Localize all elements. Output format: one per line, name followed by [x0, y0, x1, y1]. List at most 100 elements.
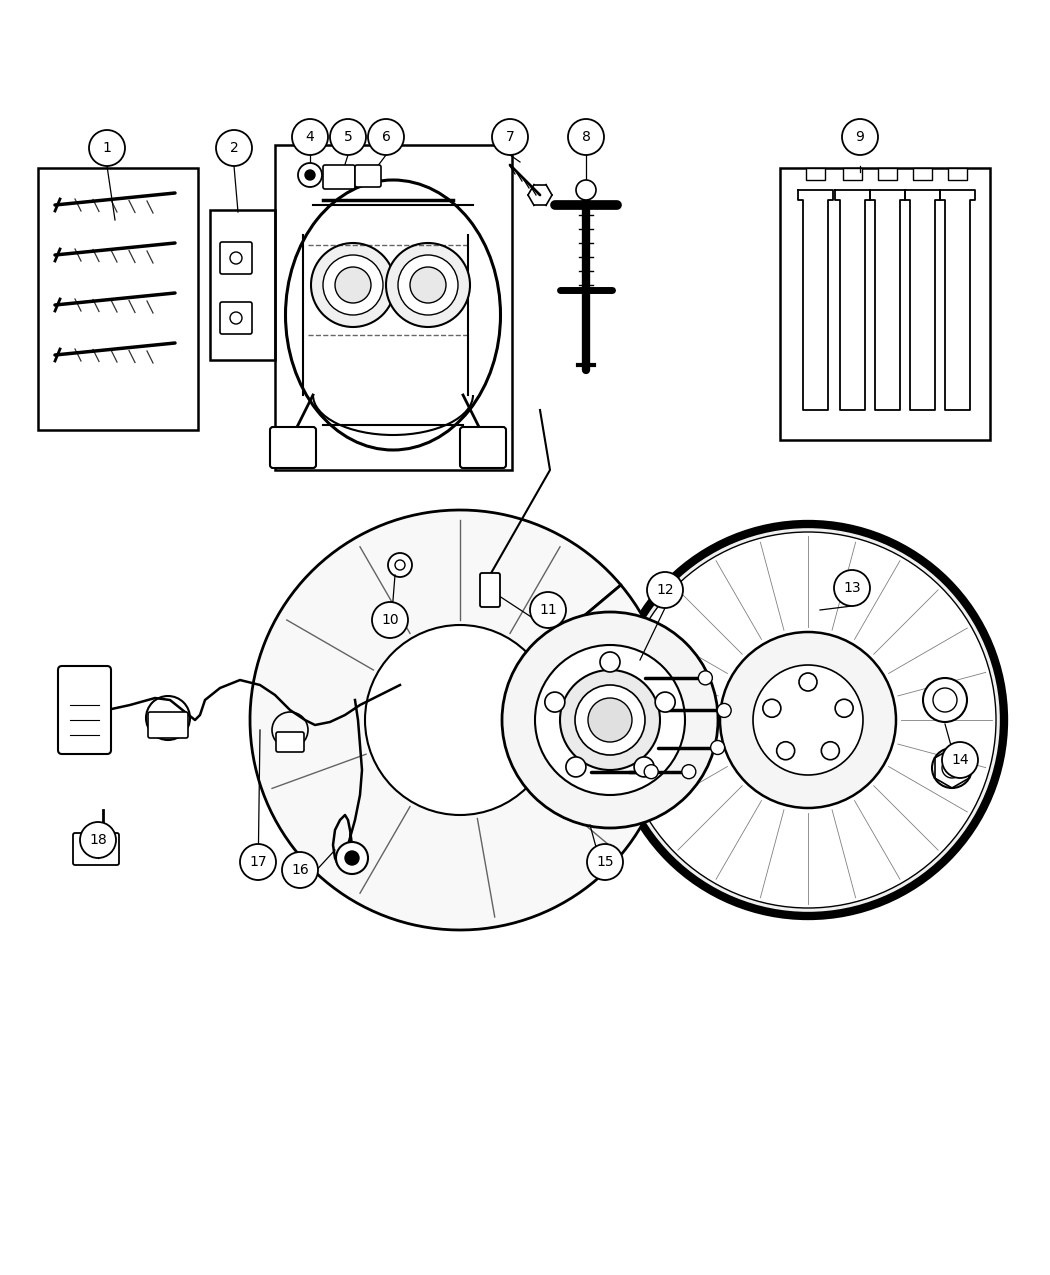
- Bar: [905, 190, 940, 411]
- Bar: [835, 190, 870, 411]
- Circle shape: [634, 757, 654, 776]
- Circle shape: [298, 163, 322, 187]
- FancyBboxPatch shape: [148, 711, 188, 738]
- Circle shape: [216, 130, 252, 166]
- Circle shape: [720, 632, 896, 808]
- Bar: [948, 168, 967, 180]
- Bar: [870, 190, 905, 411]
- Text: 1: 1: [103, 142, 111, 156]
- Circle shape: [587, 844, 623, 880]
- Circle shape: [335, 266, 371, 303]
- FancyBboxPatch shape: [480, 572, 500, 607]
- FancyBboxPatch shape: [220, 302, 252, 334]
- Circle shape: [763, 699, 781, 718]
- Text: 17: 17: [249, 856, 267, 870]
- Text: 2: 2: [230, 142, 238, 156]
- Bar: [38, 168, 198, 430]
- Text: 18: 18: [89, 833, 107, 847]
- Circle shape: [336, 842, 367, 873]
- Bar: [780, 168, 990, 440]
- Circle shape: [372, 602, 408, 638]
- Text: 5: 5: [343, 130, 353, 144]
- Text: 7: 7: [506, 130, 514, 144]
- FancyBboxPatch shape: [270, 427, 316, 468]
- FancyBboxPatch shape: [220, 242, 252, 274]
- Circle shape: [777, 742, 795, 760]
- Circle shape: [932, 748, 972, 788]
- FancyBboxPatch shape: [58, 666, 111, 754]
- FancyBboxPatch shape: [323, 164, 355, 189]
- Text: 10: 10: [381, 613, 399, 627]
- Circle shape: [588, 697, 632, 742]
- Circle shape: [230, 312, 242, 324]
- Circle shape: [330, 119, 366, 156]
- Bar: [914, 168, 932, 180]
- Circle shape: [530, 592, 566, 629]
- Circle shape: [502, 612, 718, 827]
- Circle shape: [834, 570, 870, 606]
- Circle shape: [560, 669, 660, 770]
- Ellipse shape: [286, 180, 501, 450]
- Text: 12: 12: [656, 583, 674, 597]
- Circle shape: [645, 765, 658, 779]
- Circle shape: [711, 741, 724, 755]
- FancyBboxPatch shape: [460, 427, 506, 468]
- Circle shape: [410, 266, 446, 303]
- Circle shape: [942, 742, 978, 778]
- Circle shape: [323, 255, 383, 315]
- Circle shape: [753, 666, 863, 775]
- Circle shape: [492, 119, 528, 156]
- Bar: [843, 168, 862, 180]
- FancyBboxPatch shape: [74, 833, 119, 864]
- Wedge shape: [250, 510, 669, 929]
- Circle shape: [545, 692, 565, 711]
- Circle shape: [230, 252, 242, 264]
- Bar: [878, 168, 897, 180]
- Circle shape: [368, 119, 404, 156]
- Text: 14: 14: [951, 754, 969, 768]
- Bar: [806, 168, 825, 180]
- Circle shape: [536, 645, 685, 796]
- Circle shape: [923, 678, 967, 722]
- Circle shape: [681, 765, 696, 779]
- Wedge shape: [460, 585, 670, 738]
- Circle shape: [80, 822, 116, 858]
- Circle shape: [282, 852, 318, 887]
- Text: 13: 13: [843, 581, 861, 595]
- Circle shape: [575, 685, 645, 755]
- Circle shape: [600, 652, 620, 672]
- Text: 11: 11: [539, 603, 556, 617]
- Circle shape: [620, 532, 996, 908]
- Circle shape: [566, 757, 586, 776]
- FancyBboxPatch shape: [276, 732, 304, 752]
- Bar: [275, 145, 512, 470]
- Bar: [798, 190, 833, 411]
- Text: 4: 4: [306, 130, 314, 144]
- Circle shape: [386, 244, 470, 326]
- Circle shape: [388, 553, 412, 578]
- Text: 6: 6: [381, 130, 391, 144]
- Bar: [210, 210, 275, 360]
- Circle shape: [311, 244, 395, 326]
- Circle shape: [240, 844, 276, 880]
- Circle shape: [655, 692, 675, 711]
- Circle shape: [717, 704, 731, 718]
- Circle shape: [398, 255, 458, 315]
- Circle shape: [292, 119, 328, 156]
- Text: 16: 16: [291, 863, 309, 877]
- Circle shape: [647, 572, 682, 608]
- Circle shape: [835, 699, 854, 718]
- Circle shape: [576, 180, 596, 200]
- Text: 9: 9: [856, 130, 864, 144]
- Circle shape: [799, 673, 817, 691]
- Circle shape: [89, 130, 125, 166]
- Circle shape: [568, 119, 604, 156]
- Text: 15: 15: [596, 856, 614, 870]
- Circle shape: [345, 850, 359, 864]
- Circle shape: [304, 170, 315, 180]
- Circle shape: [698, 671, 712, 685]
- Circle shape: [365, 625, 555, 815]
- Circle shape: [612, 524, 1004, 915]
- FancyBboxPatch shape: [355, 164, 381, 187]
- Circle shape: [821, 742, 839, 760]
